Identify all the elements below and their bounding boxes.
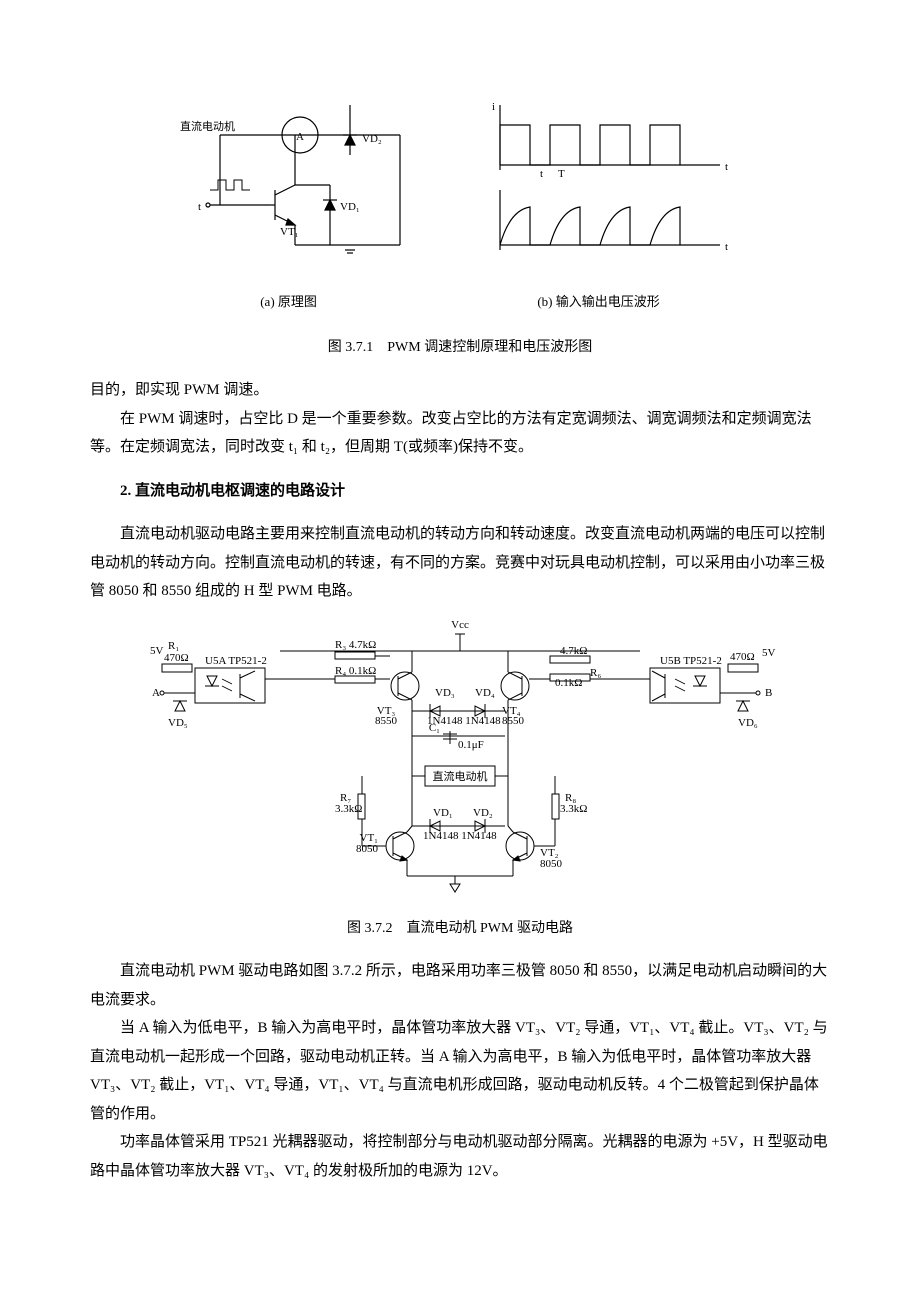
vt1-label: VT₁ — [280, 226, 299, 238]
vd1-label: VD₁ — [340, 201, 360, 213]
svg-text:直流电动机: 直流电动机 — [433, 769, 488, 783]
svg-text:C₁: C₁ — [429, 722, 440, 734]
figure-372-svg: Vcc 5V R₁ 470Ω U5A TP521-2 A — [140, 616, 780, 896]
svg-text:1N4148 1N4148: 1N4148 1N4148 — [423, 830, 497, 842]
svg-text:0.1μF: 0.1μF — [458, 739, 484, 751]
svg-text:VD₄: VD₄ — [475, 687, 495, 699]
svg-text:U5B TP521-2: U5B TP521-2 — [660, 655, 722, 667]
svg-text:VD₃: VD₃ — [435, 687, 455, 699]
section2-title: 2. 直流电动机电枢调速的电路设计 — [90, 477, 830, 506]
svg-text:8550: 8550 — [502, 715, 525, 727]
svg-text:VD₅: VD₅ — [168, 717, 188, 729]
svg-text:8550: 8550 — [375, 715, 398, 727]
svg-text:Vcc: Vcc — [451, 619, 469, 631]
para-fig2c: 功率晶体管采用 TP521 光耦器驱动，将控制部分与电动机驱动部分隔离。光耦器的… — [90, 1128, 830, 1185]
vd2-label: VD₂ — [362, 133, 382, 145]
figure-371-caption: 图 3.7.1 PWM 调速控制原理和电压波形图 — [90, 335, 830, 362]
svg-text:t: t — [725, 241, 728, 253]
para-fig2a: 直流电动机 PWM 驱动电路如图 3.7.2 所示，电路采用功率三极管 8050… — [90, 957, 830, 1014]
para-fig2b: 当 A 输入为低电平，B 输入为高电平时，晶体管功率放大器 VT₃、VT₂ 导通… — [90, 1014, 830, 1128]
para-intro: 目的，即实现 PWM 调速。 — [90, 376, 830, 405]
svg-text:VD₂: VD₂ — [473, 807, 493, 819]
svg-text:t: t — [198, 201, 201, 213]
svg-text:R₃ 4.7kΩ: R₃ 4.7kΩ — [335, 639, 376, 651]
figure-371-sublabels: (a) 原理图 (b) 输入输出电压波形 — [90, 290, 830, 315]
figure-371-svg: A 直流电动机 VD₂ t VT₁ — [180, 95, 740, 285]
svg-text:5V: 5V — [150, 645, 164, 657]
fig371-sub-b: (b) 输入输出电压波形 — [537, 290, 659, 315]
svg-text:0.1kΩ: 0.1kΩ — [555, 677, 582, 689]
figure-372-caption: 图 3.7.2 直流电动机 PWM 驱动电路 — [90, 916, 830, 943]
svg-text:R₆: R₆ — [590, 667, 601, 679]
para-sec2a: 直流电动机驱动电路主要用来控制直流电动机的转动方向和转动速度。改变直流电动机两端… — [90, 520, 830, 606]
svg-text:B: B — [765, 687, 772, 699]
svg-text:3.3kΩ: 3.3kΩ — [560, 803, 587, 815]
svg-text:8050: 8050 — [356, 843, 379, 855]
svg-text:T: T — [558, 168, 565, 180]
svg-text:R₄ 0.1kΩ: R₄ 0.1kΩ — [335, 665, 376, 677]
svg-text:t: t — [540, 168, 543, 180]
figure-371: A 直流电动机 VD₂ t VT₁ — [90, 95, 830, 315]
figure-372: Vcc 5V R₁ 470Ω U5A TP521-2 A — [90, 616, 830, 896]
svg-text:4.7kΩ: 4.7kΩ — [560, 645, 587, 657]
svg-text:8050: 8050 — [540, 858, 563, 870]
svg-text:470Ω: 470Ω — [164, 652, 189, 664]
fig371-sub-a: (a) 原理图 — [260, 290, 317, 315]
svg-text:VD₁: VD₁ — [433, 807, 453, 819]
svg-text:R₁: R₁ — [168, 640, 179, 652]
motor-label: 直流电动机 — [180, 119, 235, 133]
para-duty: 在 PWM 调速时，占空比 D 是一个重要参数。改变占空比的方法有定宽调频法、调… — [90, 405, 830, 462]
svg-text:U5A TP521-2: U5A TP521-2 — [205, 655, 267, 667]
svg-text:VD₆: VD₆ — [738, 717, 758, 729]
motor-letter: A — [296, 131, 304, 143]
svg-text:i: i — [492, 101, 495, 113]
svg-text:5V: 5V — [762, 647, 776, 659]
svg-text:470Ω: 470Ω — [730, 651, 755, 663]
svg-text:t: t — [725, 161, 728, 173]
svg-text:A: A — [152, 687, 160, 699]
